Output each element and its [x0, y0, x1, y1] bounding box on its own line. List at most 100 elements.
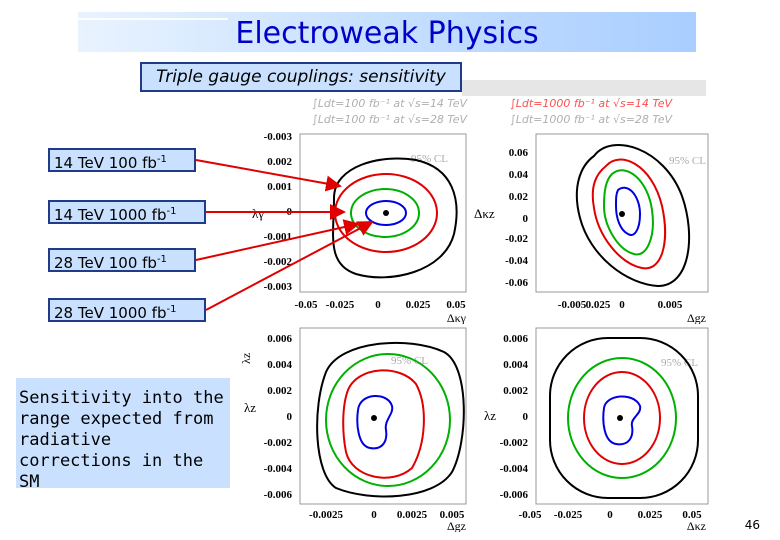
xtick: -0.0025 [309, 509, 343, 521]
contour-28tev-1000 [602, 395, 642, 446]
cl-label: 95% CL [661, 357, 698, 369]
contour-14tev-100 [316, 341, 465, 498]
contour-14tev-100 [549, 337, 699, 499]
ytick: -0.006 [264, 489, 293, 501]
xtick: -0.025 [554, 509, 583, 521]
label-box-28tev-1000: 28 TeV 1000 fb-1 [48, 298, 206, 322]
contour-14tev-1000 [325, 353, 451, 487]
lumi-legend-1: ∫Ldt=100 fb⁻¹ at √s=14 TeV [312, 97, 468, 110]
ytick: 0.004 [267, 359, 292, 371]
ytick: 0.002 [267, 156, 292, 168]
plot-lambda-z-vs-dkappa-z: 0.006 0.004 0.002 0 -0.002 -0.004 -0.006… [484, 327, 709, 532]
ytick: 0 [523, 411, 529, 423]
box-text: 28 TeV 1000 fb [54, 304, 167, 322]
xtick: -0.025 [326, 299, 355, 311]
ytick: 0.006 [267, 333, 292, 345]
ytick: -0.004 [500, 463, 529, 475]
plot-dkappa-z-vs-dgz: 0.06 0.04 0.02 0 -0.02 -0.04 -0.06 -0.00… [474, 133, 709, 324]
xtick: -0.05 [295, 299, 318, 311]
x-axis-label: Δκz [687, 519, 706, 532]
x-axis-label: Δκγ [447, 311, 467, 324]
contour-28tev-100 [591, 158, 666, 270]
page-number: 46 [744, 518, 760, 532]
ytick: -0.02 [505, 233, 528, 245]
y-axis-label: λz [244, 400, 256, 415]
ytick: -0.04 [505, 255, 528, 267]
xtick: 0 [375, 299, 381, 311]
xtick: 0 [619, 299, 625, 311]
x-axis-label: Δgz [687, 311, 706, 324]
xtick: 0.05 [682, 509, 702, 521]
cl-label: 95% CL [411, 153, 448, 165]
xtick: 0.025 [586, 299, 611, 311]
ytick: -0.06 [505, 277, 528, 289]
contour-28tev-1000 [365, 200, 407, 226]
label-box-28tev-100: 28 TeV 100 fb-1 [48, 248, 196, 272]
cl-label: 95% CL [391, 355, 428, 367]
ytick: 0.002 [267, 385, 292, 397]
contour-28tev-100 [583, 371, 661, 465]
contour-14tev-1000 [350, 188, 420, 238]
plot-lambda-z-vs-dgz: 0.006 0.004 0.002 0 -0.002 -0.004 -0.006… [239, 327, 467, 532]
xtick: 0.05 [446, 299, 466, 311]
xtick: 0.0025 [397, 509, 428, 521]
box-exponent: -1 [166, 304, 177, 315]
lumi-legend-4: ∫Ldt=1000 fb⁻¹ at √s=28 TeV [510, 113, 673, 126]
box-text: 14 TeV 1000 fb [54, 206, 167, 224]
box-exponent: -1 [166, 206, 177, 217]
contour-28tev-1000 [614, 186, 642, 236]
xtick: 0.005 [658, 299, 683, 311]
sm-point [371, 415, 377, 421]
subtitle-box: Triple gauge couplings: sensitivity [140, 62, 462, 92]
ytick: -0.006 [500, 489, 529, 501]
y-axis-label: λγ [252, 206, 264, 221]
ytick: -0.002 [500, 437, 529, 449]
label-box-14tev-1000: 14 TeV 1000 fb-1 [48, 200, 206, 224]
y-axis-label-left: λz [239, 353, 253, 364]
ytick: -0.001 [264, 231, 292, 243]
ytick: -0.003 [264, 281, 293, 293]
ytick: 0.02 [509, 191, 529, 203]
contour-14tev-1000 [602, 169, 654, 256]
sm-point [617, 415, 623, 421]
cl-label: 95% CL [669, 155, 706, 167]
title-bar: Electroweak Physics [78, 12, 696, 52]
x-axis-label: Δgz [447, 519, 466, 532]
xtick: 0.005 [440, 509, 465, 521]
label-box-14tev-100: 14 TeV 100 fb-1 [48, 148, 196, 172]
slide-title: Electroweak Physics [235, 16, 539, 51]
box-text: 14 TeV 100 fb [54, 154, 157, 172]
xtick: -0.05 [519, 509, 542, 521]
contour-14tev-1000 [567, 357, 677, 479]
y-axis-label: Δκz [474, 206, 495, 221]
ytick: 0 [287, 206, 293, 218]
ytick: 0.002 [503, 385, 528, 397]
xtick: 0.025 [638, 509, 663, 521]
xtick: 0.025 [406, 299, 431, 311]
contour-28tev-1000 [356, 395, 394, 450]
ytick: -0.002 [264, 256, 293, 268]
plot-frame [299, 327, 467, 505]
sensitivity-note: Sensitivity into the range expected from… [16, 378, 230, 492]
xtick: 0 [607, 509, 613, 521]
ytick: 0 [523, 213, 529, 225]
ytick: 0.06 [509, 147, 529, 159]
xtick: -0.005 [558, 299, 587, 311]
xtick: 0 [371, 509, 377, 521]
plot-lambda-gamma-vs-dkappa-gamma: -0.003 0.002 0.001 0 -0.001 -0.002 -0.00… [252, 131, 467, 324]
y-axis-label: λz [484, 408, 496, 423]
ytick: 0 [287, 411, 293, 423]
lumi-legend-2: ∫Ldt=100 fb⁻¹ at √s=28 TeV [312, 113, 468, 126]
ytick: 0.006 [503, 333, 528, 345]
box-text: 28 TeV 100 fb [54, 254, 157, 272]
title-streak [78, 18, 228, 20]
ytick: 0.004 [503, 359, 528, 371]
ytick: 0.001 [267, 181, 292, 193]
figure-legend-strip [462, 80, 706, 96]
ytick: -0.004 [264, 463, 293, 475]
lumi-legend-3: ∫Ldt=1000 fb⁻¹ at √s=14 TeV [510, 97, 673, 110]
contour-14tev-100 [575, 144, 691, 288]
ytick: -0.002 [264, 437, 293, 449]
ytick: 0.04 [509, 169, 529, 181]
box-exponent: -1 [156, 254, 167, 265]
